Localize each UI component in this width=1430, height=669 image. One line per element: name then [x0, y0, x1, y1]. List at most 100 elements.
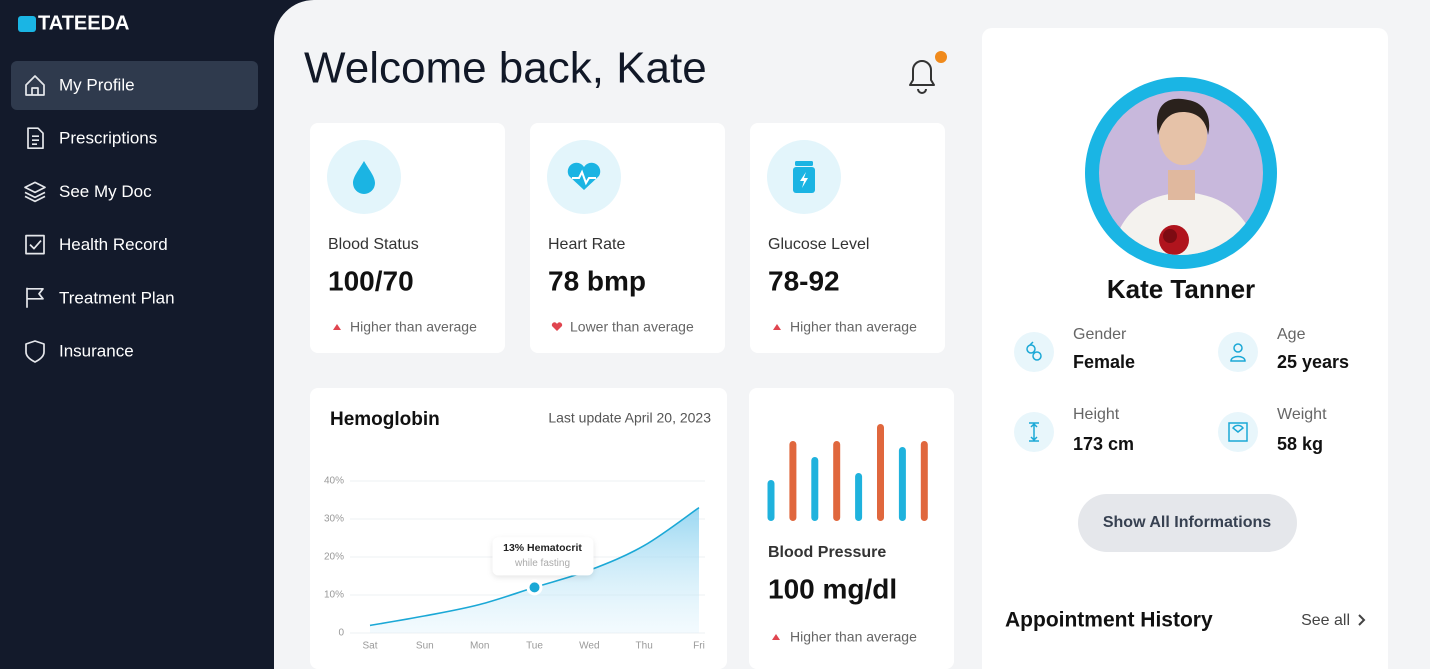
nav-item[interactable]: Treatment Plan — [26, 287, 175, 308]
detail-value: 58 kg — [1277, 434, 1323, 454]
nav-label[interactable]: My Profile — [59, 75, 135, 94]
x-tick-label: Sun — [416, 641, 434, 652]
see-all-link[interactable]: See all — [1301, 612, 1366, 629]
stat-label: Glucose Level — [768, 236, 869, 253]
detail-value: 25 years — [1277, 352, 1349, 372]
stat-cards: Blood Status 100/70 Higher than average Hea… — [310, 123, 945, 353]
bar — [833, 441, 841, 521]
brand: TATEEDA — [38, 12, 129, 34]
nav-item[interactable]: Insurance — [25, 340, 134, 363]
nav-item[interactable]: See My Doc — [24, 181, 152, 203]
nav-label[interactable]: Health Record — [59, 235, 168, 254]
nav-icon — [27, 127, 44, 150]
y-tick-label: 30% — [324, 514, 344, 525]
nav-item[interactable]: My Profile — [11, 61, 258, 110]
bar — [877, 424, 884, 521]
stat-trend: Higher than average — [350, 319, 477, 335]
stat-label: Blood Status — [328, 236, 419, 253]
notification-bell[interactable] — [909, 51, 947, 94]
tooltip-text: 13% Hematocrit — [503, 542, 582, 554]
reading: 100 mg/dl — [768, 573, 897, 604]
trend: Higher than average — [790, 629, 917, 645]
stat-card: Heart Rate 78 bmp Lower than average — [530, 123, 725, 353]
icon-pulse — [572, 169, 596, 186]
stat-icon — [353, 161, 375, 194]
x-tick-label: Sat — [362, 641, 377, 652]
x-tick-label: Mon — [470, 641, 489, 652]
detail-value: 173 cm — [1073, 434, 1134, 454]
profile-card: Kate Tanner Show All Informations Appoin… — [982, 28, 1388, 669]
detail-icon — [1026, 341, 1042, 361]
stat-trend: Higher than average — [790, 319, 917, 335]
chart-subtitle: Last update April 20, 2023 — [548, 410, 711, 426]
y-tick-label: 20% — [324, 552, 344, 563]
nav-item[interactable]: Health Record — [25, 234, 168, 255]
detail-label: Height — [1073, 406, 1120, 423]
nav-label[interactable]: See My Doc — [59, 182, 152, 201]
detail-label: Gender — [1073, 326, 1127, 343]
hemoglobin-card: Hemoglobin Last update April 20, 2023 0 1… — [310, 388, 727, 669]
x-tick-label: Tue — [526, 641, 543, 652]
trend-icon — [772, 634, 780, 640]
bar — [767, 480, 775, 521]
detail-icon — [1228, 422, 1248, 442]
logo: TATEEDA — [18, 12, 129, 34]
icon-lid — [795, 161, 813, 166]
trend-icon — [551, 322, 563, 331]
x-tick-label: Fri — [693, 641, 705, 652]
trend-icon — [333, 324, 341, 330]
bar — [898, 447, 906, 521]
tooltip-subtext: while fasting — [514, 558, 570, 569]
stat-label: Heart Rate — [548, 236, 625, 253]
detail-icon — [1029, 422, 1039, 442]
stat-icon — [793, 161, 815, 193]
nav-label[interactable]: Prescriptions — [59, 129, 157, 148]
show-all-button[interactable]: Show All Informations — [1078, 494, 1297, 552]
section-title: Appointment History — [1005, 609, 1213, 632]
detail-icon — [1230, 343, 1246, 362]
stat-trend: Lower than average — [570, 319, 694, 335]
page-title: Welcome back, Kate — [304, 44, 707, 93]
chart-title: Hemoglobin — [330, 409, 440, 430]
y-tick-label: 40% — [324, 476, 344, 487]
bar — [920, 441, 928, 521]
x-tick-label: Wed — [579, 641, 599, 652]
tooltip-bg — [492, 537, 594, 576]
point — [526, 579, 543, 596]
y-tick-label: 10% — [324, 590, 344, 601]
button-label[interactable]: Show All Informations — [1103, 514, 1271, 531]
stat-value: 100/70 — [328, 265, 414, 296]
icon-bolt — [800, 172, 808, 188]
chart-title: Blood Pressure — [768, 544, 886, 561]
nav-icon — [26, 287, 44, 308]
detail-label: Weight — [1277, 406, 1327, 423]
stat-icon — [567, 162, 601, 190]
nav-icon — [25, 234, 45, 255]
x-tick-label: Thu — [636, 641, 653, 652]
profile-name: Kate Tanner — [1107, 274, 1255, 304]
blood-pressure-card: Blood Pressure 100 mg/dl Higher than ave… — [749, 388, 954, 669]
nav-icon — [24, 181, 46, 203]
trend-icon — [773, 324, 781, 330]
y-tick-label: 0 — [338, 628, 344, 639]
bar — [811, 457, 819, 521]
profile-photo — [1099, 91, 1263, 255]
stat-card: Blood Status 100/70 Higher than average — [310, 123, 505, 353]
nav-icon — [25, 340, 45, 363]
link-label[interactable]: See all — [1301, 612, 1350, 629]
bar — [789, 441, 797, 521]
area — [370, 507, 699, 633]
stat-value: 78-92 — [768, 265, 840, 296]
bar — [855, 473, 863, 521]
detail-value: Female — [1073, 352, 1135, 372]
nav-label[interactable]: Insurance — [59, 341, 134, 360]
sidebar-nav: My Profile Prescriptions See My Doc Health … — [11, 61, 258, 363]
icon-drop — [353, 161, 375, 194]
nav-active-bg — [11, 61, 258, 110]
stat-card: Glucose Level 78-92 Higher than average — [750, 123, 945, 353]
nav-label[interactable]: Treatment Plan — [59, 288, 175, 307]
stat-value: 78 bmp — [548, 265, 646, 296]
nav-item[interactable]: Prescriptions — [27, 127, 157, 150]
nav-icon — [25, 75, 45, 96]
